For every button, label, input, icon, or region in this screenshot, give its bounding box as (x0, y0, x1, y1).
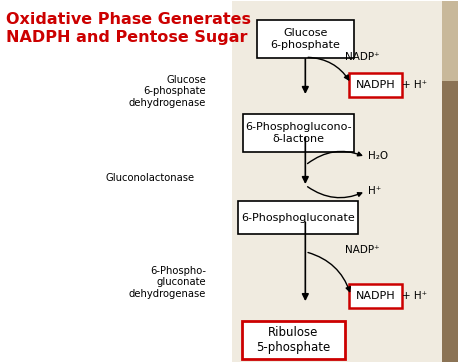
Text: + H⁺: + H⁺ (402, 291, 427, 301)
Text: 6-Phosphogluconate: 6-Phosphogluconate (241, 212, 355, 223)
Text: NADPH: NADPH (356, 80, 395, 90)
Text: H₂O: H₂O (368, 151, 388, 161)
Text: NotesMed.com: NotesMed.com (456, 153, 465, 210)
Text: NADPH: NADPH (356, 291, 395, 301)
Text: NADP⁺: NADP⁺ (346, 245, 380, 255)
Bar (232, 1, 444, 362)
Text: 6-Phospho-
gluconate
dehydrogenase: 6-Phospho- gluconate dehydrogenase (129, 266, 206, 299)
Text: Ribulose
5-phosphate: Ribulose 5-phosphate (256, 326, 331, 354)
Bar (442, 1, 458, 81)
FancyBboxPatch shape (238, 201, 358, 234)
Text: Glucose
6-phosphate
dehydrogenase: Glucose 6-phosphate dehydrogenase (129, 75, 206, 108)
FancyBboxPatch shape (243, 114, 354, 152)
FancyBboxPatch shape (257, 20, 354, 58)
FancyBboxPatch shape (349, 284, 402, 307)
Text: NADP⁺: NADP⁺ (346, 52, 380, 62)
FancyBboxPatch shape (349, 73, 402, 97)
Text: Oxidative Phase Generates
NADPH and Pentose Sugar: Oxidative Phase Generates NADPH and Pent… (6, 12, 251, 45)
Text: Gluconolactonase: Gluconolactonase (105, 173, 195, 183)
Text: H⁺: H⁺ (368, 185, 381, 196)
FancyBboxPatch shape (242, 321, 346, 359)
Text: 6-Phosphoglucono-
δ-lactone: 6-Phosphoglucono- δ-lactone (245, 122, 352, 144)
Bar (442, 81, 458, 362)
Text: Glucose
6-phosphate: Glucose 6-phosphate (270, 28, 340, 50)
Text: + H⁺: + H⁺ (402, 80, 427, 90)
